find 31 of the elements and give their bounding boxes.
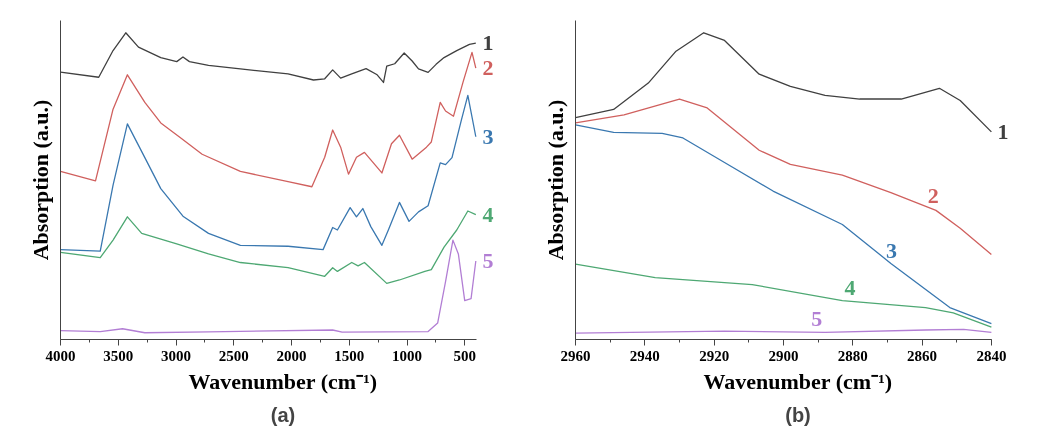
x-tick-label: 2940 bbox=[629, 347, 660, 364]
series-label: 4 bbox=[482, 201, 494, 227]
x-axis-title: Wavenumber (cm⁻¹) bbox=[188, 368, 378, 394]
x-tick-label: 2860 bbox=[907, 347, 938, 364]
series-label: 2 bbox=[927, 183, 939, 209]
x-tick-label: 2840 bbox=[976, 347, 1007, 364]
x-tick-label: 2920 bbox=[699, 347, 730, 364]
x-tick-label: 2960 bbox=[560, 347, 591, 364]
x-tick-label: 3000 bbox=[161, 347, 192, 364]
series-label: 1 bbox=[997, 118, 1009, 144]
x-tick-label: 1500 bbox=[334, 347, 365, 364]
x-tick-label: 2000 bbox=[276, 347, 307, 364]
x-tick-label: 2880 bbox=[837, 347, 868, 364]
series-label: 4 bbox=[844, 275, 856, 301]
series-label: 3 bbox=[482, 123, 494, 149]
y-axis-title: Absorption (a.u.) bbox=[542, 99, 568, 261]
x-tick-label: 2500 bbox=[218, 347, 249, 364]
series-label: 2 bbox=[482, 55, 494, 81]
x-tick-label: 2900 bbox=[768, 347, 799, 364]
series-label: 1 bbox=[482, 30, 494, 56]
x-tick-label: 500 bbox=[453, 347, 477, 364]
x-tick-label: 3500 bbox=[103, 347, 134, 364]
x-tick-label: 4000 bbox=[45, 347, 76, 364]
x-tick-label: 1000 bbox=[392, 347, 423, 364]
text: (b) bbox=[785, 403, 811, 426]
series-label: 5 bbox=[482, 247, 494, 273]
y-axis-title: Absorption (a.u.) bbox=[27, 99, 53, 261]
text: (a) bbox=[270, 403, 296, 426]
series-label: 3 bbox=[886, 237, 898, 263]
x-axis-title: Wavenumber (cm⁻¹) bbox=[703, 368, 893, 394]
series-label: 5 bbox=[811, 306, 823, 332]
